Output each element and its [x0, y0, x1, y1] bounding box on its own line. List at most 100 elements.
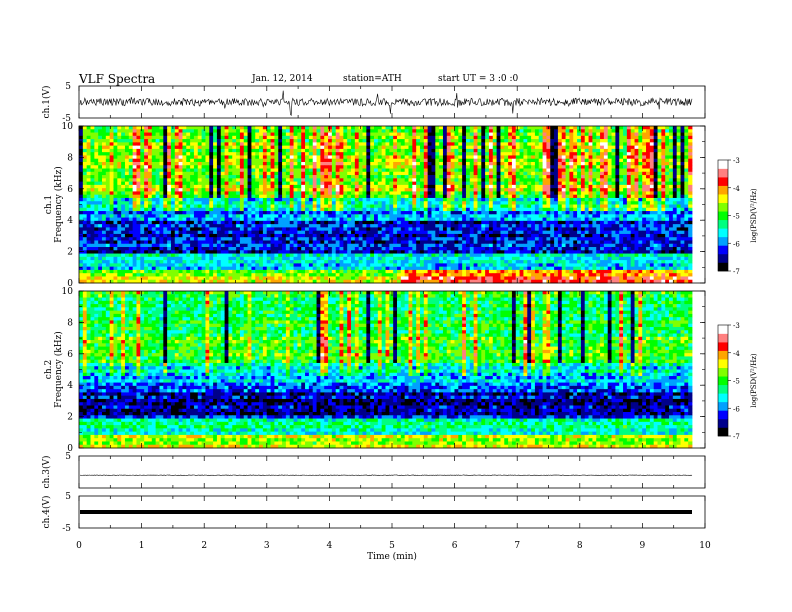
spectrogram-cell — [462, 211, 467, 215]
spectrogram-cell — [569, 201, 574, 205]
spectrogram-cell — [282, 142, 287, 147]
spectrogram-cell — [167, 207, 172, 212]
spectrogram-cell — [462, 178, 467, 182]
spectrogram-cell — [293, 204, 298, 209]
spectrogram-cell — [419, 126, 425, 130]
spectrogram-cell — [90, 181, 95, 186]
spectrogram-cell — [458, 152, 463, 156]
spectrogram-cell — [504, 188, 509, 192]
spectrogram-cell — [511, 135, 517, 140]
spectrogram-cell — [132, 165, 137, 169]
spectrogram-cell — [147, 178, 153, 182]
spectrogram-cell — [649, 142, 655, 147]
spectrogram-cell — [688, 211, 693, 215]
spectrogram-cell — [442, 132, 448, 137]
spectrogram-cell — [546, 211, 551, 215]
spectrogram-cell — [477, 211, 482, 215]
spectrogram-cell — [144, 197, 149, 202]
spectrogram-cell — [270, 188, 275, 192]
spectrogram-cell — [515, 132, 520, 137]
spectrogram-cell — [573, 204, 578, 209]
spectrogram-cell — [473, 145, 478, 150]
spectrogram-cell — [669, 224, 674, 228]
spectrogram-cell — [412, 217, 417, 222]
spectrogram-cell — [374, 204, 379, 209]
spectrogram-cell — [611, 155, 616, 160]
spectrogram-cell — [255, 204, 260, 209]
spectrogram-cell — [151, 214, 157, 218]
spectrogram-cell — [247, 217, 252, 222]
spectrogram-cell — [688, 207, 693, 212]
spectrogram-cell — [419, 220, 425, 225]
spectrogram-cell — [396, 165, 402, 169]
spectrogram-cell — [419, 194, 425, 199]
spectrogram-cell — [680, 142, 685, 147]
spectrogram-cell — [442, 194, 448, 199]
spectrogram-cell — [289, 207, 294, 212]
spectrogram-cell — [569, 165, 574, 169]
spectrogram-cell — [159, 155, 164, 160]
spectrogram-cell — [412, 142, 417, 147]
spectrogram-cell — [243, 168, 248, 173]
spectrogram-cell — [515, 201, 520, 205]
spectrogram-cell — [676, 217, 681, 222]
spectrogram-cell — [374, 184, 379, 189]
spectrogram-cell — [630, 152, 635, 156]
spectrogram-cell — [362, 207, 367, 212]
spectrogram-cell — [144, 214, 149, 218]
spectrogram-cell — [132, 197, 137, 202]
spectrogram-cell — [416, 224, 421, 228]
spectrogram-cell — [646, 204, 651, 209]
spectrogram-cell — [669, 201, 674, 205]
spectrogram-cell — [331, 214, 337, 218]
spectrogram-cell — [596, 158, 601, 163]
spectrogram-cell — [481, 132, 486, 137]
spectrogram-cell — [630, 165, 635, 169]
spectrogram-cell — [132, 191, 137, 196]
spectrogram-cell — [450, 181, 455, 186]
spectrogram-cell — [312, 129, 317, 133]
spectrogram-cell — [320, 224, 325, 228]
spectrogram-cell — [546, 197, 551, 202]
spectrogram-cell — [236, 132, 241, 137]
spectrogram-cell — [531, 194, 536, 199]
spectrogram-cell — [603, 165, 609, 169]
spectrogram-cell — [82, 201, 88, 205]
spectrogram-cell — [259, 181, 264, 186]
spectrogram-cell — [328, 165, 333, 169]
spectrogram-cell — [657, 214, 662, 218]
spectrogram-cell — [140, 211, 145, 215]
spectrogram-cell — [285, 129, 291, 133]
spectrogram-cell — [312, 211, 317, 215]
spectrogram-cell — [504, 175, 509, 179]
spectrogram-cell — [79, 188, 84, 192]
spectrogram-cell — [351, 168, 356, 173]
spectrogram-cell — [412, 158, 417, 163]
spectrogram-cell — [262, 135, 268, 140]
spectrogram-cell — [404, 132, 409, 137]
spectrogram-cell — [592, 139, 597, 143]
spectrogram-cell — [351, 158, 356, 163]
spectrogram-cell — [220, 175, 225, 179]
spectrogram-cell — [492, 126, 497, 130]
spectrogram-cell — [343, 188, 348, 192]
spectrogram-cell — [301, 204, 306, 209]
spectrogram-cell — [550, 152, 555, 156]
spectrogram-cell — [649, 178, 655, 182]
spectrogram-cell — [550, 201, 555, 205]
spectrogram-cell — [450, 204, 455, 209]
spectrogram-cell — [458, 188, 463, 192]
spectrogram-cell — [259, 132, 264, 137]
spectrogram-cell — [178, 217, 183, 222]
spectrogram-cell — [259, 148, 264, 153]
spectrogram-cell — [278, 135, 283, 140]
spectrogram-cell — [408, 220, 413, 225]
spectrogram-cell — [542, 201, 547, 205]
spectrogram-cell — [573, 201, 578, 205]
spectrogram-cell — [412, 165, 417, 169]
spectrogram-cell — [347, 135, 352, 140]
spectrogram-cell — [339, 178, 344, 182]
spectrogram-cell — [538, 217, 543, 222]
spectrogram-cell — [128, 148, 134, 153]
spectrogram-cell — [508, 152, 513, 156]
